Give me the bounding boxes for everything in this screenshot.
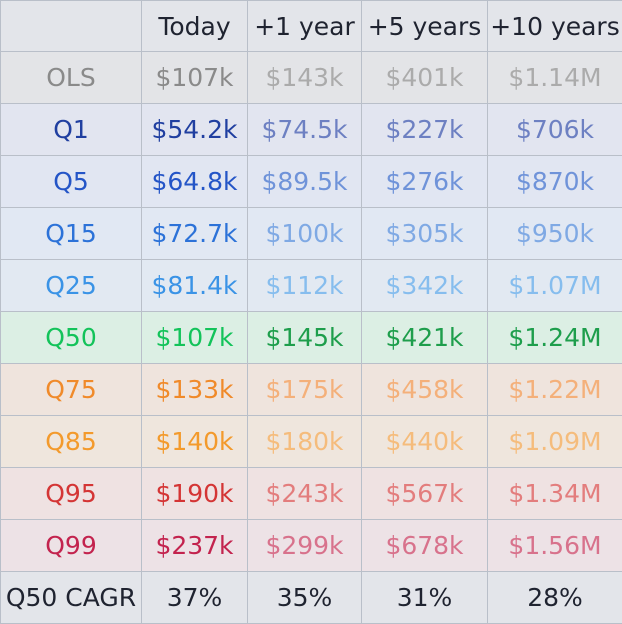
table-row: Q5$64.8k$89.5k$276k$870k (1, 156, 622, 208)
row-label: Q5 (1, 156, 142, 208)
table-cell: 37% (142, 572, 248, 624)
table-cell: $112k (248, 260, 362, 312)
table-cell: $342k (362, 260, 488, 312)
table-cell: $143k (248, 52, 362, 104)
table-cell: $237k (142, 520, 248, 572)
header-corner (1, 1, 142, 52)
table-cell: $89.5k (248, 156, 362, 208)
table-cell: 35% (248, 572, 362, 624)
table-row: Q75$133k$175k$458k$1.22M (1, 364, 622, 416)
table-cell: $190k (142, 468, 248, 520)
table-cell: $1.14M (488, 52, 622, 104)
table-cell: $1.24M (488, 312, 622, 364)
table-cell: 28% (488, 572, 622, 624)
table-row: Q85$140k$180k$440k$1.09M (1, 416, 622, 468)
table-row: Q95$190k$243k$567k$1.34M (1, 468, 622, 520)
table-row: Q15$72.7k$100k$305k$950k (1, 208, 622, 260)
table-cell: $870k (488, 156, 622, 208)
table-cell: $180k (248, 416, 362, 468)
row-label: Q99 (1, 520, 142, 572)
table-cell: $64.8k (142, 156, 248, 208)
table-cell: $1.34M (488, 468, 622, 520)
table-cell: $72.7k (142, 208, 248, 260)
table-row: OLS$107k$143k$401k$1.14M (1, 52, 622, 104)
table-cell: $305k (362, 208, 488, 260)
header-today: Today (142, 1, 248, 52)
table-cell: $133k (142, 364, 248, 416)
table-cell: $227k (362, 104, 488, 156)
header-row: Today +1 year +5 years +10 years (1, 1, 622, 52)
row-label: Q25 (1, 260, 142, 312)
table-cell: $145k (248, 312, 362, 364)
table-cell: $706k (488, 104, 622, 156)
table-cell: $299k (248, 520, 362, 572)
table-cell: $107k (142, 52, 248, 104)
table-cell: $1.07M (488, 260, 622, 312)
row-label: Q15 (1, 208, 142, 260)
header-1-year: +1 year (248, 1, 362, 52)
table-cell: $74.5k (248, 104, 362, 156)
table-cell: $950k (488, 208, 622, 260)
table-cell: $1.22M (488, 364, 622, 416)
table-cell: $567k (362, 468, 488, 520)
row-label: Q1 (1, 104, 142, 156)
table-cell: $100k (248, 208, 362, 260)
row-label: Q85 (1, 416, 142, 468)
table-cell: $401k (362, 52, 488, 104)
table-cell: $276k (362, 156, 488, 208)
row-label: Q75 (1, 364, 142, 416)
row-label: Q50 (1, 312, 142, 364)
table-row: Q1$54.2k$74.5k$227k$706k (1, 104, 622, 156)
table-cell: $1.09M (488, 416, 622, 468)
table-cell: $421k (362, 312, 488, 364)
table-cell: $107k (142, 312, 248, 364)
row-label: Q50 CAGR (1, 572, 142, 624)
table-cell: $678k (362, 520, 488, 572)
table-cell: $243k (248, 468, 362, 520)
table-cell: $440k (362, 416, 488, 468)
table-cell: $175k (248, 364, 362, 416)
table-cell: $140k (142, 416, 248, 468)
table-cell: 31% (362, 572, 488, 624)
row-label: OLS (1, 52, 142, 104)
table-row: Q99$237k$299k$678k$1.56M (1, 520, 622, 572)
table-row: Q50$107k$145k$421k$1.24M (1, 312, 622, 364)
row-label: Q95 (1, 468, 142, 520)
table-cell: $81.4k (142, 260, 248, 312)
table-cell: $54.2k (142, 104, 248, 156)
table-cell: $458k (362, 364, 488, 416)
header-10-years: +10 years (488, 1, 622, 52)
table-cell: $1.56M (488, 520, 622, 572)
header-5-years: +5 years (362, 1, 488, 52)
table-row: Q25$81.4k$112k$342k$1.07M (1, 260, 622, 312)
